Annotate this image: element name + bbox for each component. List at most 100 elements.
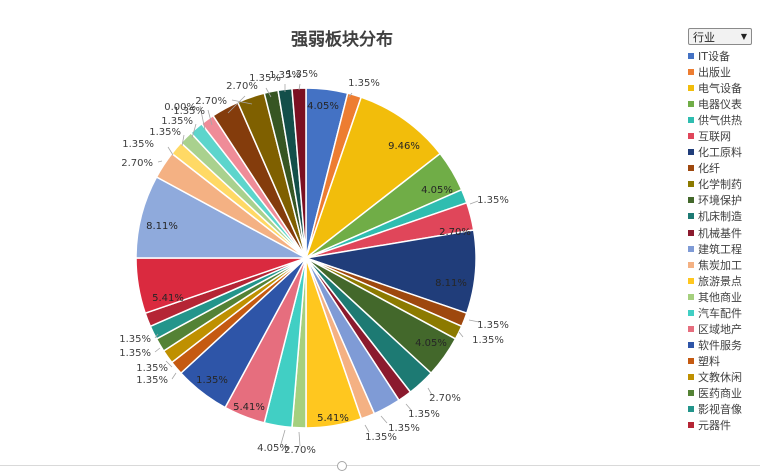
legend-item[interactable]: 文教休闲: [688, 369, 760, 385]
legend-item[interactable]: 其他商业: [688, 289, 760, 305]
industry-filter-label: 行业: [693, 30, 715, 44]
legend-swatch: [688, 341, 694, 348]
legend-item[interactable]: 区域地产: [688, 321, 760, 337]
data-label-2: 1.35%: [348, 78, 380, 89]
legend-item[interactable]: 元器件: [688, 417, 760, 433]
legend-swatch: [688, 373, 694, 380]
legend-item[interactable]: 电器仪表: [688, 96, 760, 112]
data-label-10: 4.05%: [415, 338, 447, 349]
leader-line-34: [231, 99, 253, 105]
legend-item[interactable]: 互联网: [688, 128, 760, 144]
legend-swatch: [688, 69, 694, 76]
data-label-8: 1.35%: [477, 320, 509, 331]
leader-line-17: [298, 431, 301, 447]
legend-label: 机械基件: [698, 226, 742, 240]
data-label-30: 1.35%: [161, 116, 193, 127]
leader-line-24: [154, 333, 159, 339]
leader-line-12: [405, 403, 413, 412]
data-label-16: 1.35%: [365, 432, 397, 443]
data-label-31: 0.00%: [164, 102, 196, 113]
data-label-1: 4.05%: [307, 101, 339, 112]
legend-label: 化纤: [698, 162, 720, 176]
legend-item[interactable]: 影视音像: [688, 401, 760, 417]
industry-filter-dropdown[interactable]: 行业 ▼: [688, 28, 752, 45]
leader-line-37: [298, 83, 301, 91]
legend-item[interactable]: 汽车配件: [688, 305, 760, 321]
legend-item[interactable]: 化纤: [688, 160, 760, 176]
data-label-19: 5.41%: [233, 402, 265, 413]
legend-swatch: [688, 181, 694, 188]
leader-line-29: [181, 134, 185, 147]
data-label-17: 2.70%: [284, 445, 316, 456]
legend-label: 影视音像: [698, 403, 742, 417]
data-label-35: 1.35%: [249, 73, 281, 84]
data-label-12: 1.35%: [408, 409, 440, 420]
legend-item[interactable]: 旅游景点: [688, 273, 760, 289]
legend-swatch: [688, 245, 694, 252]
legend-swatch: [688, 213, 694, 220]
data-label-36: 1.35%: [269, 70, 301, 81]
leader-line-21: [171, 372, 177, 380]
legend-swatch: [688, 53, 694, 60]
legend-label: 供气供热: [698, 114, 742, 128]
data-label-6: 2.70%: [439, 227, 471, 238]
legend-label: 其他商业: [698, 290, 742, 304]
leader-line-14: [380, 415, 388, 424]
legend-label: 化工原料: [698, 146, 742, 160]
data-label-20: 1.35%: [196, 375, 228, 386]
legend-item[interactable]: 供气供热: [688, 112, 760, 128]
leader-line-18: [280, 429, 286, 445]
legend-label: 环境保护: [698, 194, 742, 208]
legend-swatch: [688, 85, 694, 92]
legend-swatch: [688, 293, 694, 300]
legend-item[interactable]: 建筑工程: [688, 241, 760, 257]
legend-item[interactable]: 焦炭加工: [688, 257, 760, 273]
leader-line-23: [154, 347, 161, 353]
pie-slice-3[interactable]: [304, 96, 442, 261]
leader-line-5: [469, 200, 479, 205]
legend-swatch: [688, 261, 694, 268]
legend-item[interactable]: 环境保护: [688, 192, 760, 208]
leader-line-16: [364, 424, 370, 433]
data-label-37: 1.35%: [286, 69, 318, 80]
legend-item[interactable]: 化学制药: [688, 176, 760, 192]
data-label-15: 5.41%: [317, 413, 349, 424]
legend-swatch: [688, 229, 694, 236]
data-label-23: 1.35%: [119, 348, 151, 359]
legend-item[interactable]: IT设备: [688, 48, 760, 64]
legend-swatch: [688, 309, 694, 316]
data-label-22: 1.35%: [136, 363, 168, 374]
leader-line-8: [468, 319, 480, 323]
leader-line-33: [227, 95, 246, 114]
legend-label: 建筑工程: [698, 242, 742, 256]
data-label-18: 4.05%: [257, 443, 289, 454]
legend-item[interactable]: 塑料: [688, 353, 760, 369]
legend-label: 软件服务: [698, 338, 742, 352]
data-label-11: 2.70%: [429, 393, 461, 404]
leader-line-27: [157, 160, 163, 163]
legend-swatch: [688, 277, 694, 284]
data-label-29: 1.35%: [149, 127, 181, 138]
data-label-9: 1.35%: [472, 335, 504, 346]
legend-item[interactable]: 化工原料: [688, 144, 760, 160]
leader-line-28: [167, 146, 174, 156]
legend-item[interactable]: 机械基件: [688, 225, 760, 241]
legend-label: 机床制造: [698, 210, 742, 224]
legend-label: 旅游景点: [698, 274, 742, 288]
leader-line-9: [458, 331, 464, 338]
legend-label: 元器件: [698, 419, 731, 433]
legend-label: 医药商业: [698, 387, 742, 400]
legend-label: 出版业: [698, 66, 731, 80]
legend-item[interactable]: 医药商业: [688, 385, 760, 401]
legend-item[interactable]: 机床制造: [688, 208, 760, 224]
leader-line-22: [165, 360, 173, 368]
data-label-3: 9.46%: [388, 141, 420, 152]
legend-label: 互联网: [698, 130, 731, 144]
legend-swatch: [688, 149, 694, 156]
leader-line-35: [265, 87, 272, 98]
legend-item[interactable]: 电气设备: [688, 80, 760, 96]
data-label-5: 1.35%: [477, 195, 509, 206]
legend-label: 塑料: [698, 354, 720, 368]
legend-item[interactable]: 软件服务: [688, 337, 760, 353]
legend-item[interactable]: 出版业: [688, 64, 760, 80]
